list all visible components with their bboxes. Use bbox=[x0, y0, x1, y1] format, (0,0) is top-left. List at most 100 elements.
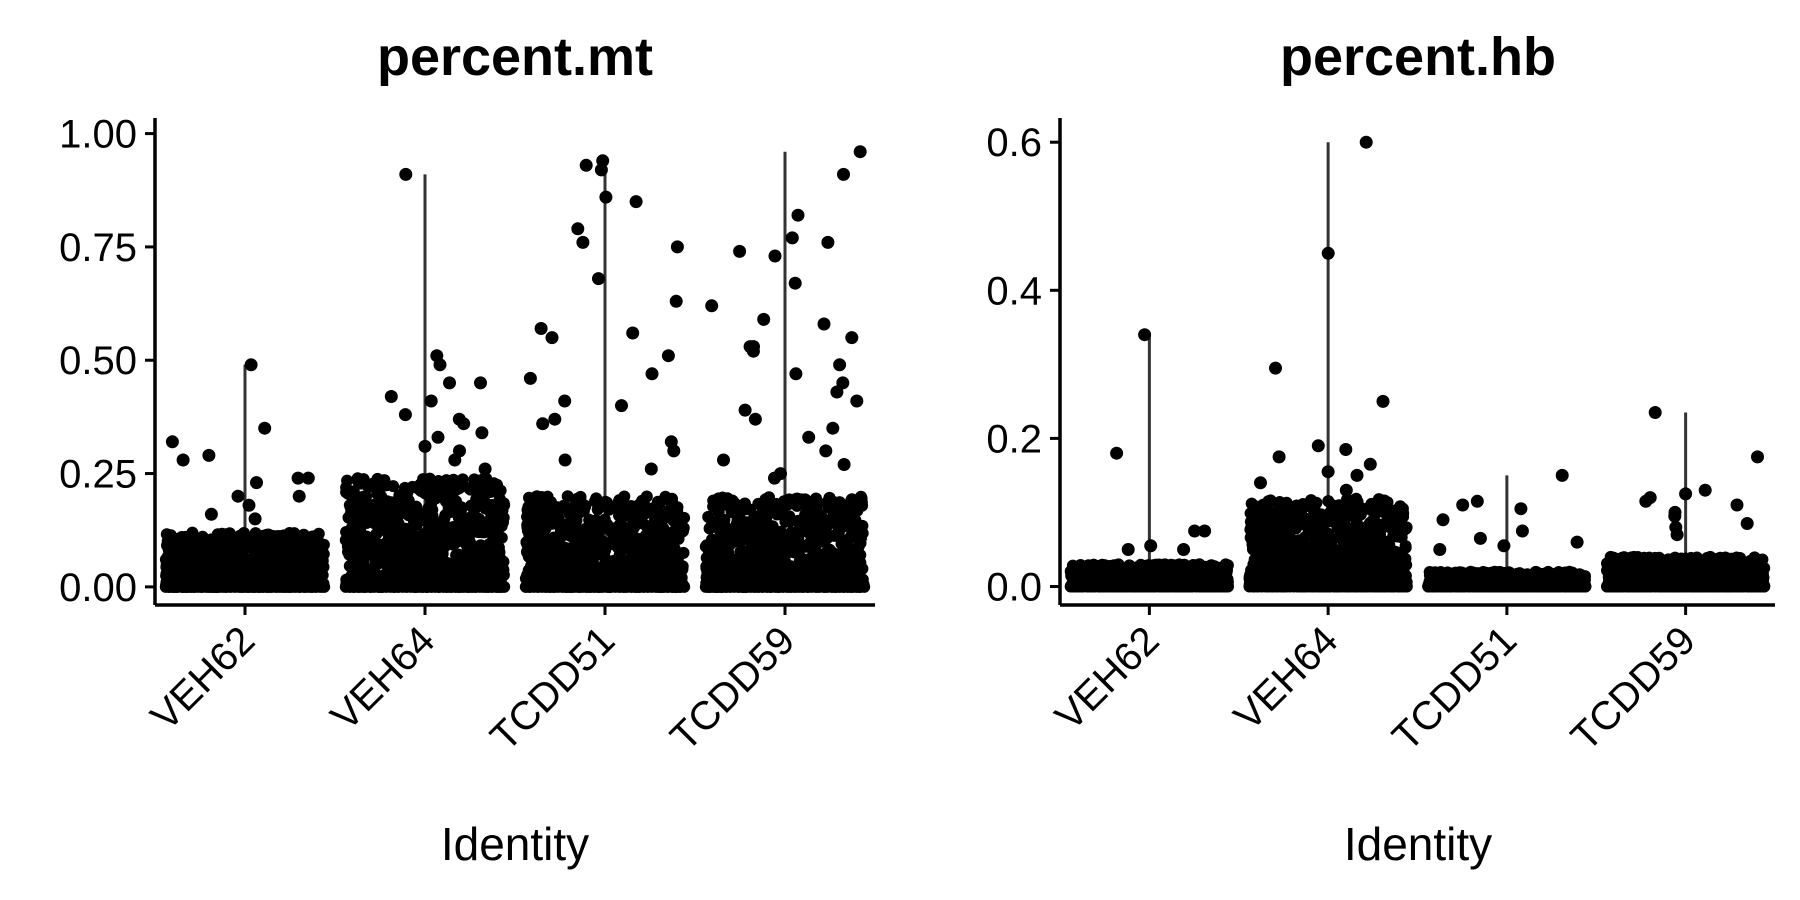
data-point bbox=[561, 549, 574, 562]
data-point bbox=[291, 529, 304, 542]
data-point bbox=[725, 506, 738, 519]
data-point bbox=[730, 553, 743, 566]
data-point bbox=[160, 528, 173, 541]
data-point bbox=[343, 526, 356, 539]
data-point bbox=[525, 506, 538, 519]
data-point bbox=[411, 482, 424, 495]
data-point bbox=[723, 539, 736, 551]
data-point bbox=[192, 552, 205, 565]
outlier-point bbox=[558, 453, 572, 467]
data-point bbox=[417, 528, 430, 541]
data-point bbox=[456, 501, 469, 514]
data-point bbox=[1093, 559, 1106, 572]
data-point bbox=[309, 534, 322, 547]
data-point bbox=[575, 555, 588, 568]
data-point bbox=[361, 563, 373, 576]
data-point bbox=[480, 474, 493, 487]
data-point bbox=[527, 492, 540, 505]
data-point bbox=[520, 536, 533, 549]
data-point bbox=[476, 542, 489, 555]
outlier-point bbox=[384, 390, 398, 403]
data-point bbox=[848, 518, 861, 531]
outlier-point bbox=[817, 317, 831, 331]
data-point bbox=[387, 480, 400, 493]
outlier-point bbox=[788, 276, 802, 290]
data-point bbox=[381, 502, 394, 515]
outlier-point bbox=[819, 444, 833, 458]
outlier-point bbox=[785, 231, 799, 245]
data-point bbox=[452, 511, 465, 524]
data-point bbox=[820, 521, 833, 534]
data-point bbox=[561, 518, 574, 531]
data-point bbox=[846, 543, 859, 556]
outlier-point bbox=[821, 235, 835, 249]
data-point bbox=[702, 541, 715, 554]
data-point bbox=[357, 490, 369, 503]
data-point bbox=[530, 549, 543, 562]
outlier-point bbox=[244, 358, 258, 372]
data-point bbox=[700, 561, 713, 574]
data-point bbox=[802, 516, 815, 529]
data-point bbox=[1127, 569, 1140, 582]
data-point bbox=[662, 493, 675, 505]
data-point bbox=[371, 472, 384, 485]
x-tick-label: TCDD59 bbox=[662, 618, 803, 759]
data-point bbox=[794, 554, 807, 567]
data-point bbox=[726, 494, 739, 507]
data-point bbox=[843, 567, 856, 580]
data-point bbox=[576, 531, 589, 544]
outlier-point bbox=[431, 430, 445, 444]
outlier-point bbox=[579, 158, 593, 172]
outlier-point bbox=[165, 435, 179, 449]
data-point bbox=[744, 503, 757, 516]
data-point bbox=[823, 492, 836, 504]
data-point bbox=[1176, 562, 1189, 575]
data-point bbox=[378, 547, 391, 560]
data-point bbox=[610, 554, 623, 567]
jitter-points-veh64 bbox=[339, 167, 511, 593]
data-point bbox=[779, 555, 792, 568]
data-point bbox=[447, 473, 460, 486]
data-point bbox=[479, 563, 492, 576]
outlier-point bbox=[830, 385, 844, 399]
data-point bbox=[611, 541, 624, 554]
outlier-point bbox=[768, 471, 781, 485]
data-point bbox=[379, 556, 392, 569]
chart-title: percent.hb bbox=[1280, 27, 1556, 87]
data-point bbox=[435, 545, 448, 558]
data-point bbox=[672, 532, 685, 545]
outlier-point bbox=[645, 367, 659, 381]
jitter-points-tcdd51 bbox=[519, 154, 691, 593]
outlier-point bbox=[443, 376, 456, 390]
panel-percent-mt: percent.mt Identity 0.000.250.500.751.00… bbox=[59, 27, 875, 870]
outlier-point bbox=[717, 453, 730, 467]
x-tick-label: TCDD51 bbox=[482, 618, 623, 759]
outlier-point bbox=[1144, 539, 1158, 553]
data-point bbox=[537, 527, 550, 540]
data-point bbox=[574, 493, 587, 506]
data-point bbox=[571, 508, 584, 521]
data-point bbox=[1159, 561, 1172, 573]
data-point bbox=[600, 496, 613, 509]
outlier-point bbox=[248, 512, 262, 526]
data-point bbox=[546, 517, 559, 530]
outlier-point bbox=[1121, 543, 1135, 556]
data-point bbox=[438, 512, 451, 525]
data-point bbox=[428, 517, 441, 530]
data-point bbox=[384, 525, 397, 538]
data-point bbox=[346, 492, 359, 504]
outlier-point bbox=[833, 358, 847, 372]
data-point bbox=[640, 490, 653, 503]
data-point bbox=[431, 478, 444, 491]
data-point bbox=[468, 473, 481, 486]
outlier-point bbox=[558, 394, 572, 408]
data-point bbox=[810, 500, 823, 513]
data-point bbox=[399, 541, 412, 554]
x-tick-label: VEH62 bbox=[143, 618, 264, 739]
outlier-point bbox=[452, 412, 466, 426]
y-tick-label: 0.00 bbox=[59, 566, 137, 610]
outlier-point bbox=[826, 421, 840, 435]
data-point bbox=[764, 555, 777, 568]
outlier-point bbox=[548, 412, 562, 426]
